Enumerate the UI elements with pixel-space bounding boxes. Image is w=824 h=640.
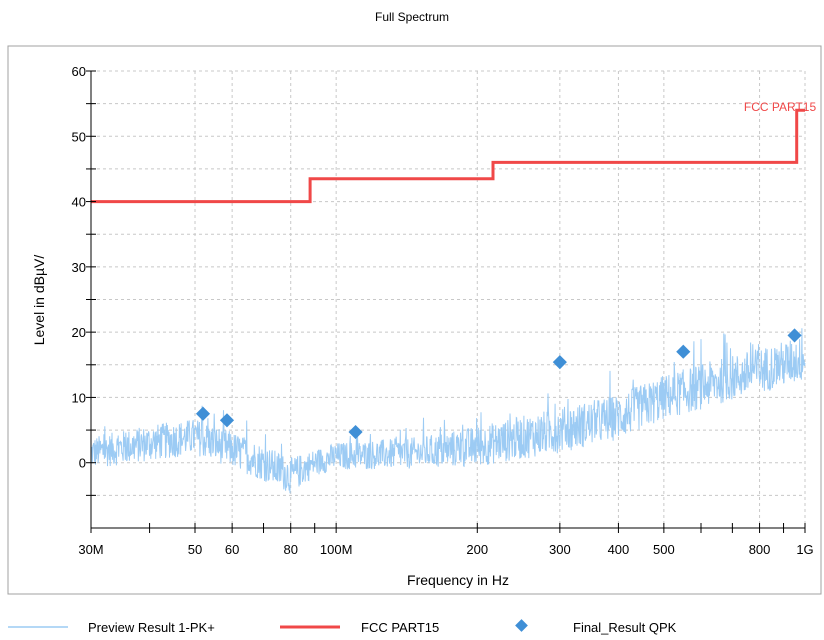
qpk-marker [787,328,802,343]
qpk-marker [676,344,691,359]
y-tick-label: 0 [79,456,86,471]
y-tick-label: 30 [72,260,86,275]
chart-title: Full Spectrum [375,10,449,24]
legend: Preview Result 1-PK+ FCC PART15 Final_Re… [8,619,677,635]
limit-line-fcc-part15 [91,108,805,204]
x-axis-label: Frequency in Hz [407,572,509,588]
y-tick-label: 20 [72,325,86,340]
qpk-markers [195,328,802,440]
x-tick-label: 50 [188,542,202,557]
y-tick-label: 10 [72,390,86,405]
legend-label-fcc-part15: FCC PART15 [361,620,439,635]
preview-trace [90,328,806,494]
x-tick-label: 800 [749,542,771,557]
x-tick-label: 1G [796,542,813,557]
qpk-marker [219,413,235,428]
x-tick-label: 100M [320,542,353,557]
x-tick-labels: 30M 50 60 80 100M 200 300 400 500 800 1G [78,542,813,557]
x-tick-label: 200 [466,542,488,557]
x-tick-label: 400 [608,542,630,557]
preview-trace-path [90,328,806,494]
y-tick-label: 60 [72,64,86,79]
grid [90,70,806,528]
qpk-marker [195,406,211,421]
x-tick-label: 80 [283,542,297,557]
y-tick-label: 40 [72,195,86,210]
chart-frame [7,45,822,595]
qpk-marker [552,355,567,370]
limit-annotation: FCC PART15 [744,100,817,114]
y-tick-labels: 0 10 20 30 40 50 60 [72,64,86,471]
x-tick-label: 30M [78,542,103,557]
axes [86,70,806,533]
x-tick-label: 500 [653,542,675,557]
legend-label-final-result-qpk: Final_Result QPK [573,620,677,635]
legend-label-preview: Preview Result 1-PK+ [88,620,215,635]
x-tick-label: 300 [549,542,571,557]
limit-line-path [91,108,805,204]
qpk-marker [348,424,363,440]
x-tick-label: 60 [225,542,239,557]
y-axis-label: Level in dBµV/ [31,255,47,346]
y-tick-label: 50 [72,129,86,144]
legend-swatch-final-result-qpk [515,619,528,632]
